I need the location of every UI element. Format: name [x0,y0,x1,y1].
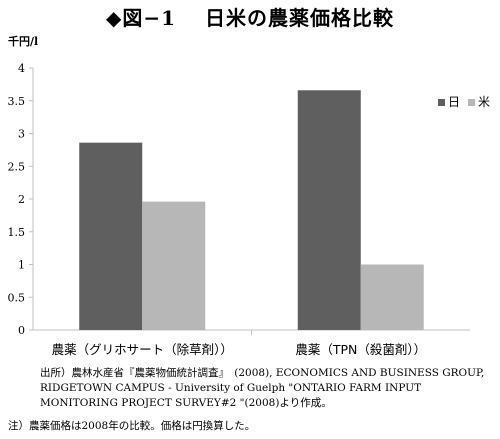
footnote: 注）農薬価格は2008年の比較。価格は円換算した。 [8,420,256,432]
x-category-label: 農薬（グリホサート（除草剤）） [52,342,233,357]
y-tick-label: 4 [18,62,25,75]
bar-us [142,201,206,330]
legend-label-us: 米 [478,95,490,109]
y-tick-label: 2 [18,193,25,206]
source-citation: 出所）農林水産省『農薬物価統計調査』 (2008), ECONOMICS AND… [40,367,485,409]
bar-chart: 0 0.5 1 1.5 2 2.5 3 3.5 4 農薬（グリホサート（除草剤）） 農薬（TPN（殺… [8,62,491,357]
y-tick-label: 1.5 [8,226,26,239]
y-tick-label: 0.5 [8,291,26,304]
legend-swatch-japan [438,99,445,106]
y-tick-label: 1 [18,259,25,272]
y-tick-label: 3 [18,128,25,141]
chart-title: ◆図−1 日米の農薬価格比較 [105,6,395,30]
x-category-label: 農薬（TPN（殺菌剤）） [295,342,426,357]
legend-label-japan: 日 [448,95,460,109]
bar-japan [79,142,143,330]
bar-japan [297,90,361,331]
y-tick-label: 2.5 [8,160,26,173]
y-tick-label: 3.5 [8,95,26,108]
legend-swatch-us [468,99,475,106]
bar-us [360,264,424,330]
y-tick-label: 0 [18,324,25,337]
y-axis-unit-label: 千円/l [8,35,39,48]
